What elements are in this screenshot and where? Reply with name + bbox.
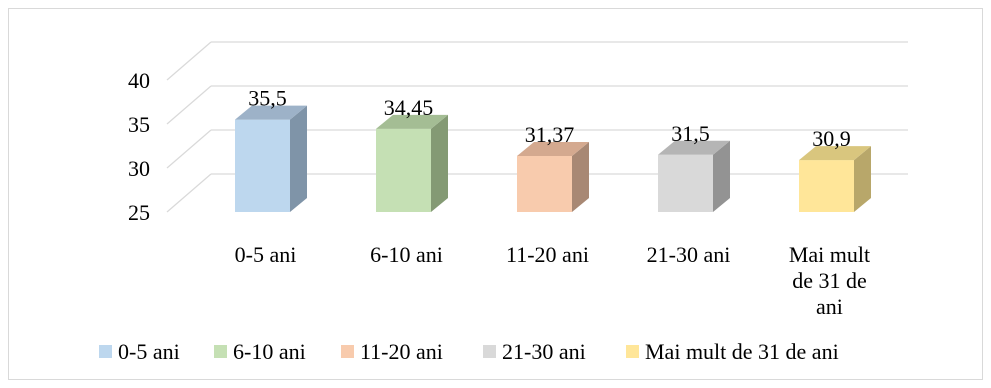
bars <box>235 105 871 212</box>
category-label-0: 0-5 ani <box>235 242 297 267</box>
y-tick-label-0: 25 <box>128 200 150 225</box>
legend-label-0: 0-5 ani <box>118 339 180 364</box>
legend: 0-5 ani 6-10 ani 11-20 ani 21-30 ani Mai mul… <box>99 339 839 364</box>
bar-side-2 <box>572 141 589 212</box>
bar-2 <box>517 141 589 212</box>
legend-swatch-0 <box>99 345 112 358</box>
bar-top-0 <box>235 105 307 120</box>
data-label-4: 30,9 <box>812 126 851 151</box>
bar-top-4 <box>799 146 871 161</box>
gridline-diagonal-1 <box>166 129 212 169</box>
bar-front-0 <box>235 119 290 212</box>
data-label-1: 34,45 <box>384 95 434 120</box>
bar-0 <box>235 105 307 212</box>
legend-entry-2: 11-20 ani <box>341 339 443 364</box>
gridline-diagonal-0 <box>166 173 212 213</box>
data-labels: 35,5 34,45 31,37 31,5 30,9 <box>248 86 851 151</box>
legend-label-2: 11-20 ani <box>360 339 443 364</box>
bar-side-1 <box>431 114 448 212</box>
legend-swatch-4 <box>626 345 639 358</box>
bar-top-1 <box>376 114 448 129</box>
legend-swatch-3 <box>483 345 496 358</box>
category-label-2: 11-20 ani <box>506 242 589 267</box>
bar-top-2 <box>517 141 589 156</box>
gridlines <box>166 41 908 213</box>
legend-entry-0: 0-5 ani <box>99 339 180 364</box>
data-label-3: 31,5 <box>671 121 710 146</box>
bar-side-0 <box>290 105 307 212</box>
bar-front-3 <box>658 154 713 212</box>
bar-top-3 <box>658 140 730 155</box>
bar-side-3 <box>713 140 730 212</box>
category-label-3: 21-30 ani <box>647 242 731 267</box>
bar-front-2 <box>517 155 572 212</box>
legend-label-4: Mai mult de 31 de ani <box>645 339 839 364</box>
gridline-diagonal-2 <box>166 85 212 125</box>
y-tick-label-1: 30 <box>128 156 150 181</box>
legend-entry-4: Mai mult de 31 de ani <box>626 339 839 364</box>
data-label-2: 31,37 <box>525 122 575 147</box>
legend-label-1: 6-10 ani <box>233 339 306 364</box>
gridline-diagonal-3 <box>166 41 212 81</box>
data-label-0: 35,5 <box>248 86 287 111</box>
category-label-4: Mai mult de 31 de ani <box>789 242 870 319</box>
y-tick-label-2: 35 <box>128 112 150 137</box>
category-label-1: 6-10 ani <box>370 242 443 267</box>
bar-front-1 <box>376 128 431 212</box>
bar-front-4 <box>799 160 854 212</box>
legend-entry-1: 6-10 ani <box>214 339 306 364</box>
bar-4 <box>799 146 871 212</box>
legend-swatch-2 <box>341 345 354 358</box>
x-axis-categories: 0-5 ani 6-10 ani 11-20 ani 21-30 ani Mai mul… <box>235 242 870 319</box>
bar-3 <box>658 140 730 212</box>
legend-swatch-1 <box>214 345 227 358</box>
bar-side-4 <box>854 146 871 212</box>
legend-label-3: 21-30 ani <box>502 339 586 364</box>
legend-entry-3: 21-30 ani <box>483 339 586 364</box>
y-tick-label-3: 40 <box>128 68 150 93</box>
y-axis-ticks: 25 30 35 40 <box>128 68 150 225</box>
bar-1 <box>376 114 448 212</box>
